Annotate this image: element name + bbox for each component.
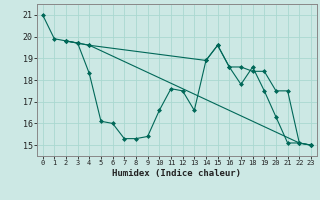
X-axis label: Humidex (Indice chaleur): Humidex (Indice chaleur) <box>112 169 241 178</box>
